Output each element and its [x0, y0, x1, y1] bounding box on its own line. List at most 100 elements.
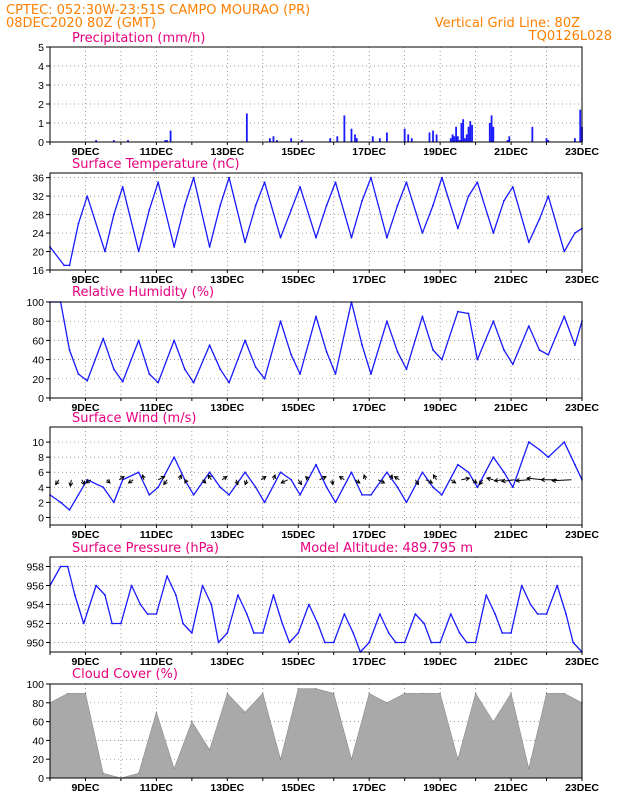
temp-xtick-label: 13DEC	[210, 274, 244, 286]
wind-arrow-head	[207, 474, 212, 479]
precip-bar	[506, 140, 509, 142]
wind-point	[290, 478, 293, 481]
rh-xtick-label: 23DEC	[565, 402, 599, 414]
rh-point	[547, 353, 550, 356]
wind-arrow-head	[234, 480, 240, 486]
precip-bar	[490, 115, 493, 142]
rh-point	[263, 377, 266, 380]
plot-panels: 0 1 2 3 4 5 9DEC 11DEC 13DEC 15DEC 17DEC 19DEC 21DEC…	[26, 42, 599, 794]
precip-bar	[465, 134, 468, 142]
temp-point	[112, 213, 115, 216]
temp-point	[527, 241, 530, 244]
wind-arrow-head	[393, 475, 399, 481]
rh-xtick-label: 15DEC	[281, 402, 315, 414]
rh-point	[148, 373, 151, 375]
precip-title: Precipitation (mm/h)	[72, 31, 205, 46]
pres-point	[111, 622, 113, 625]
pres-point	[146, 613, 149, 615]
pres-point	[501, 632, 504, 634]
cloud-point	[350, 758, 353, 760]
precip-bar	[464, 138, 466, 142]
temp-xtick-label: 17DEC	[352, 274, 386, 286]
pres-point	[261, 632, 264, 634]
pres-point	[288, 641, 291, 644]
pres-point	[253, 632, 255, 634]
temp-xtick-label: 23DEC	[565, 274, 599, 286]
wind-arrow-head	[177, 473, 183, 479]
cloud-point	[191, 720, 193, 723]
pres-point	[217, 641, 220, 644]
cloud-point	[155, 711, 158, 713]
wind-xtick-label: 19DEC	[423, 529, 457, 541]
temp-point	[192, 176, 195, 179]
rh-ytick-label: 100	[26, 297, 44, 309]
pres-point	[449, 613, 452, 615]
header-model: TQ0126L028	[528, 29, 612, 44]
precip-ytick-label: 1	[38, 118, 44, 130]
wind-arrow-head	[127, 479, 133, 484]
rh-ytick-label: 40	[32, 355, 44, 367]
pres-point	[272, 594, 275, 596]
wind-xtick-label: 11DEC	[140, 529, 174, 541]
wind-arrow-shaft	[377, 479, 385, 484]
wind-arrow-head	[55, 480, 60, 486]
pres-point	[572, 641, 575, 644]
pres-point	[474, 641, 477, 644]
temp-point	[361, 199, 364, 202]
wind-arrow-shaft	[515, 479, 529, 482]
pres-point	[316, 622, 319, 625]
rh-ytick-label: 20	[32, 374, 44, 386]
pres-point	[73, 594, 76, 596]
wind-arrow-shaft	[425, 479, 433, 484]
pres-point	[403, 641, 406, 644]
wind-arrow-head	[514, 478, 520, 483]
precip-bar	[545, 138, 548, 142]
header-station: CPTEC: 052:30W-23:51S CAMPO MOURAO (PR)	[6, 3, 310, 18]
wind-arrow-head	[184, 478, 189, 484]
wind-point	[244, 471, 246, 474]
wind-point	[325, 486, 328, 489]
cloud-point	[173, 767, 175, 770]
cloud-point	[421, 692, 424, 695]
cloud-xtick-label: 13DEC	[210, 782, 244, 794]
rh-line	[50, 301, 583, 384]
temp-point	[148, 209, 151, 211]
rh-point	[511, 363, 514, 366]
pres-line	[49, 565, 583, 653]
wind-arrow-head	[428, 479, 434, 484]
wind-arrow-head	[465, 476, 471, 482]
temp-ytick-label: 24	[32, 228, 44, 240]
temp-point	[104, 250, 106, 253]
rh-point	[432, 349, 434, 351]
wind-arrow-head	[478, 480, 484, 486]
precip-bar	[245, 113, 248, 142]
wind-arrow-shaft	[281, 479, 288, 484]
wind-arrow-head	[201, 478, 207, 484]
rh-ytick-label: 80	[32, 316, 44, 328]
precip-bar	[300, 140, 303, 142]
wind-point	[77, 493, 80, 496]
rh-point	[192, 381, 195, 384]
pres-point	[439, 641, 442, 644]
rh-point	[538, 349, 541, 351]
precip-bar	[276, 140, 278, 142]
wind-point	[148, 493, 151, 496]
rh-title: Relative Humidity (%)	[72, 285, 214, 300]
rh-point	[421, 315, 424, 318]
wind-arrow-head	[500, 478, 506, 484]
cloud-ytick-label: 100	[26, 679, 44, 691]
precip-bar	[95, 140, 98, 142]
wind-point	[421, 471, 424, 474]
rh-point	[208, 344, 211, 347]
rh-point	[86, 379, 89, 382]
cloud-point	[137, 772, 140, 775]
pres-point	[545, 613, 548, 615]
precip-bar	[547, 140, 550, 142]
wind-arrow-head	[432, 474, 438, 479]
temp-point	[299, 185, 301, 188]
temp-point	[456, 227, 459, 230]
precip-bar	[458, 140, 461, 142]
precip-bar	[462, 119, 465, 142]
pres-point	[182, 622, 184, 625]
cloud-point	[332, 692, 335, 695]
